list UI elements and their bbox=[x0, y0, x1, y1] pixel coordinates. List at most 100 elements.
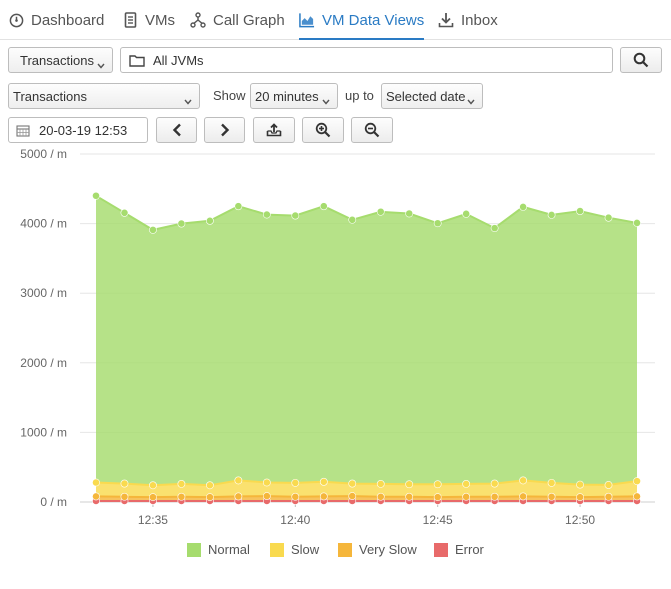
data-point-slow bbox=[490, 479, 499, 488]
data-point-normal bbox=[319, 202, 328, 211]
calendar-icon bbox=[16, 124, 30, 137]
data-point-normal bbox=[519, 202, 528, 211]
range-select[interactable]: 20 minutes bbox=[250, 83, 338, 109]
jvm-filter-field[interactable]: All JVMs bbox=[120, 47, 613, 73]
tab-vm-data-views[interactable]: VM Data Views bbox=[299, 0, 425, 40]
data-point-slow bbox=[348, 479, 357, 488]
data-point-very-slow bbox=[92, 492, 100, 501]
data-point-normal bbox=[405, 209, 414, 218]
up-to-select[interactable]: Selected date bbox=[381, 83, 483, 109]
tab-label: Call Graph bbox=[213, 11, 285, 29]
data-point-slow bbox=[462, 480, 471, 488]
data-point-slow bbox=[262, 478, 271, 487]
series-line-very-slow bbox=[95, 495, 638, 499]
data-point-very-slow bbox=[490, 492, 499, 501]
up-to-label: up to bbox=[345, 88, 374, 103]
data-point-very-slow bbox=[405, 492, 414, 501]
data-point-normal bbox=[262, 210, 271, 219]
data-point-normal bbox=[433, 219, 442, 228]
data-point-very-slow bbox=[547, 492, 556, 501]
data-point-normal bbox=[120, 208, 129, 217]
data-point-very-slow bbox=[177, 492, 186, 501]
data-point-normal bbox=[234, 202, 243, 211]
chevron-down-icon bbox=[97, 57, 105, 72]
tab-label: Inbox bbox=[461, 11, 498, 29]
data-point-slow bbox=[604, 481, 613, 489]
legend-label: Normal bbox=[208, 542, 250, 557]
tab-call-graph[interactable]: Call Graph bbox=[190, 0, 285, 40]
legend-item-very-slow[interactable]: Very Slow bbox=[338, 542, 417, 557]
data-point-very-slow bbox=[234, 492, 243, 501]
chevron-down-icon bbox=[322, 93, 330, 108]
y-tick-label: 2000 / m bbox=[20, 356, 67, 370]
x-tick-label: 12:45 bbox=[423, 513, 453, 527]
y-tick-label: 1000 / m bbox=[20, 425, 67, 439]
download-icon bbox=[438, 12, 454, 28]
data-point-normal bbox=[462, 209, 471, 218]
show-label: Show bbox=[213, 88, 246, 103]
data-point-very-slow bbox=[633, 492, 641, 501]
data-point-very-slow bbox=[433, 493, 442, 502]
type-select-value: Transactions bbox=[20, 52, 94, 68]
x-tick-label: 12:35 bbox=[138, 513, 168, 527]
legend-item-normal[interactable]: Normal bbox=[187, 542, 250, 557]
area-normal bbox=[96, 195, 637, 486]
data-point-very-slow bbox=[462, 492, 471, 501]
main-nav: Dashboard VMs Call Graph VM Data Views I… bbox=[0, 0, 671, 40]
data-point-very-slow bbox=[120, 492, 129, 501]
data-point-slow bbox=[405, 480, 414, 489]
call-graph-icon bbox=[190, 12, 206, 28]
data-point-slow bbox=[547, 478, 556, 487]
server-icon bbox=[122, 12, 138, 28]
metric-select[interactable]: Transactions bbox=[8, 83, 200, 109]
x-tick-label: 12:40 bbox=[280, 513, 310, 527]
y-tick-label: 5000 / m bbox=[20, 147, 67, 161]
next-button[interactable] bbox=[204, 117, 245, 143]
previous-button[interactable] bbox=[156, 117, 197, 143]
tab-dashboard[interactable]: Dashboard bbox=[8, 0, 104, 40]
data-point-very-slow bbox=[149, 493, 157, 502]
data-point-very-slow bbox=[376, 492, 385, 501]
data-point-slow bbox=[291, 478, 300, 487]
data-point-slow bbox=[376, 480, 385, 488]
tab-vms[interactable]: VMs bbox=[122, 0, 175, 40]
tab-label: VM Data Views bbox=[322, 11, 425, 29]
export-button[interactable] bbox=[253, 117, 295, 143]
search-button[interactable] bbox=[620, 47, 662, 73]
data-point-normal bbox=[576, 207, 584, 215]
up-to-select-value: Selected date bbox=[386, 88, 466, 104]
data-point-normal bbox=[376, 207, 385, 216]
data-point-very-slow bbox=[604, 492, 613, 501]
y-tick-label: 4000 / m bbox=[20, 217, 67, 231]
x-tick-label: 12:50 bbox=[565, 513, 595, 527]
zoom-in-button[interactable] bbox=[302, 117, 344, 143]
chevron-down-icon bbox=[467, 93, 475, 108]
zoom-out-button[interactable] bbox=[351, 117, 393, 143]
tab-inbox[interactable]: Inbox bbox=[438, 0, 498, 40]
date-value: 20-03-19 12:53 bbox=[39, 122, 128, 138]
tab-label: Dashboard bbox=[31, 11, 105, 29]
data-point-very-slow bbox=[319, 492, 328, 501]
legend-swatch bbox=[434, 542, 448, 557]
data-point-slow bbox=[319, 477, 328, 486]
jvm-filter-value: All JVMs bbox=[153, 52, 204, 68]
data-point-normal bbox=[604, 213, 613, 222]
area-chart-icon bbox=[299, 12, 315, 28]
date-field[interactable]: 20-03-19 12:53 bbox=[8, 117, 148, 143]
data-point-very-slow bbox=[519, 492, 528, 501]
type-select[interactable]: Transactions bbox=[8, 47, 113, 73]
dashboard-gauge-icon bbox=[8, 12, 24, 28]
zoom-in-icon bbox=[315, 122, 331, 138]
zoom-out-icon bbox=[364, 122, 380, 138]
upload-tray-icon bbox=[266, 123, 282, 137]
legend-item-slow[interactable]: Slow bbox=[270, 542, 319, 557]
data-point-normal bbox=[291, 211, 300, 220]
metric-select-value: Transactions bbox=[13, 88, 87, 104]
range-select-value: 20 minutes bbox=[255, 88, 319, 104]
data-point-normal bbox=[633, 219, 641, 227]
data-point-slow bbox=[120, 479, 129, 488]
data-point-slow bbox=[234, 476, 243, 485]
legend-swatch bbox=[270, 542, 284, 557]
legend-item-error[interactable]: Error bbox=[434, 542, 484, 557]
series-line-slow bbox=[95, 479, 638, 487]
